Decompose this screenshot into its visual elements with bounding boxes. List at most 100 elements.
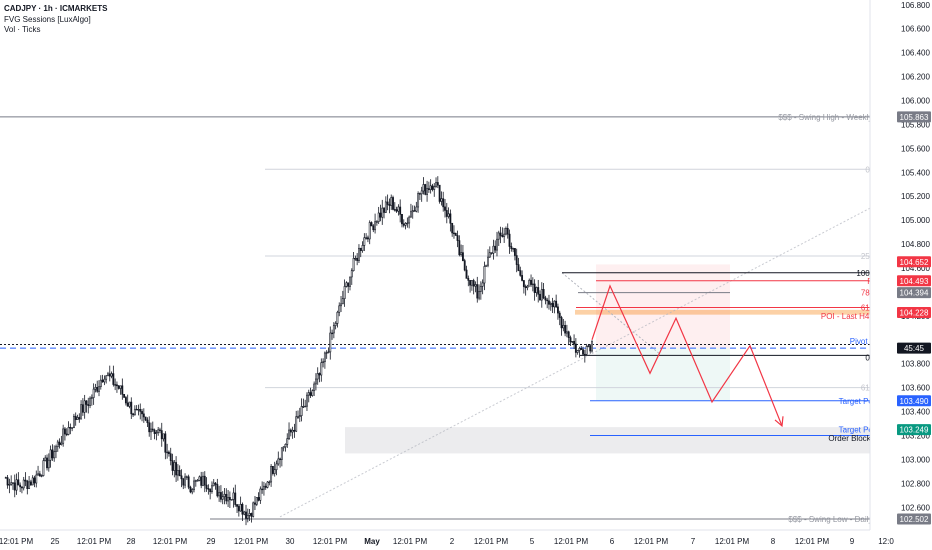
candle-body [375,221,378,223]
candle-body [128,401,131,407]
x-tick-label: 12:01 PM [77,537,112,546]
candle-body [453,232,455,235]
candle-body [108,373,111,377]
candle-body [345,282,348,287]
candle-body [101,379,104,383]
candle-body [214,482,217,485]
candle-body [51,449,54,459]
candle-body [390,197,393,206]
candle-body [205,484,208,489]
candle-body [212,482,215,487]
candle-body [517,264,520,271]
candle-body [411,210,414,213]
candle-body [531,283,534,286]
candle-body [417,193,420,208]
candle-body [187,476,190,488]
candle-body [270,465,273,483]
candle-body [193,480,195,490]
candle-body [200,476,203,486]
x-tick-label: 5 [530,537,535,546]
candle-body [503,233,506,238]
candle-body [320,362,323,376]
candle-body [510,246,513,249]
candle-body [110,373,113,377]
candle-body [306,394,308,407]
candle-body [196,480,199,482]
candle-body [522,280,525,287]
risk-zone [596,264,730,349]
candle-body [13,482,16,491]
x-tick-label: 6 [610,537,615,546]
price-axis[interactable] [870,0,932,550]
candle-body [334,323,337,326]
candle-body [530,279,532,285]
candle-body [114,384,117,386]
candle-body [564,325,567,334]
candle-body [259,488,262,501]
candle-body [478,291,480,299]
candle-body [99,379,102,388]
candle-body [126,402,129,407]
legend-indicator-fvg[interactable]: FVG Sessions [LuxAlgo] [4,14,91,24]
candle-body [415,206,418,212]
candle-body [454,232,457,236]
candle-body [483,266,486,284]
candle-body [553,300,556,308]
candle-body [116,384,118,387]
candle-body [135,408,138,411]
candle-body [160,430,163,440]
candle-body [442,198,445,208]
candle-body [194,480,197,482]
candle-body [55,446,57,452]
candle-body [329,332,332,353]
current-price-badge: 45:45 [904,344,925,353]
x-tick-label: 7 [691,537,696,546]
candle-body [44,457,47,461]
candle-body [406,222,409,225]
candle-body [37,473,39,476]
candle-body [445,210,448,217]
candle-body [574,343,577,353]
candle-body [546,299,549,302]
candle-body [562,325,565,329]
candle-body [239,503,242,512]
legend-symbol[interactable]: CADJPY · 1h · ICMARKETS [4,4,108,13]
candle-body [519,270,522,276]
candle-body [456,235,459,241]
candle-body [130,401,133,415]
candle-body [377,212,380,222]
candle-body [548,300,550,305]
candle-body [408,216,411,224]
candle-body [311,390,314,396]
candle-body [289,429,292,433]
candle-body [53,451,56,459]
candle-body [372,225,375,231]
candle-body [458,240,461,256]
candle-body [10,482,13,485]
candle-body [544,297,547,301]
x-tick-label: 12:01 PM [795,537,830,546]
candle-body [436,182,439,186]
candle-body [268,481,271,484]
candle-body [148,422,151,433]
legend-indicator-volume[interactable]: Vol · Ticks [4,25,41,34]
candle-body [112,373,115,385]
pivot-point-label: Pivot Point [850,337,889,346]
candle-body [492,245,495,254]
candle-body [341,298,344,305]
candle-body [62,428,65,444]
candle-body [490,252,493,254]
candle-body [284,444,287,448]
candle-body [474,284,477,287]
candle-body [323,352,326,363]
poi-zone [575,309,870,315]
candle-body [85,400,88,405]
candle-body [578,348,581,351]
candle-body [433,186,436,190]
candle-body [107,373,109,377]
candle-body [133,408,136,416]
x-tick-label: 12:01 PM [0,537,33,546]
x-tick-label: 12:01 PM [234,537,269,546]
candle-body [178,470,181,477]
